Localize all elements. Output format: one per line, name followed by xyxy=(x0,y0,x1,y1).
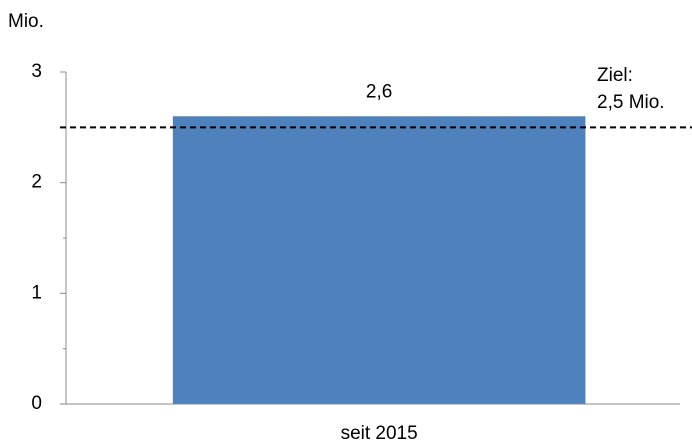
annotation: Ziel: xyxy=(597,65,633,86)
annotation: 2,5 Mio. xyxy=(597,92,665,113)
value-label: 2,6 xyxy=(366,81,392,102)
y-tick-label: 1 xyxy=(31,282,42,303)
y-tick-label: 0 xyxy=(31,393,42,414)
bar xyxy=(172,116,586,405)
y-tick-label: 3 xyxy=(31,61,42,82)
x-tick-label: seit 2015 xyxy=(341,423,418,444)
y-axis-label: Mio. xyxy=(8,11,44,32)
y-tick-label: 2 xyxy=(31,172,42,193)
